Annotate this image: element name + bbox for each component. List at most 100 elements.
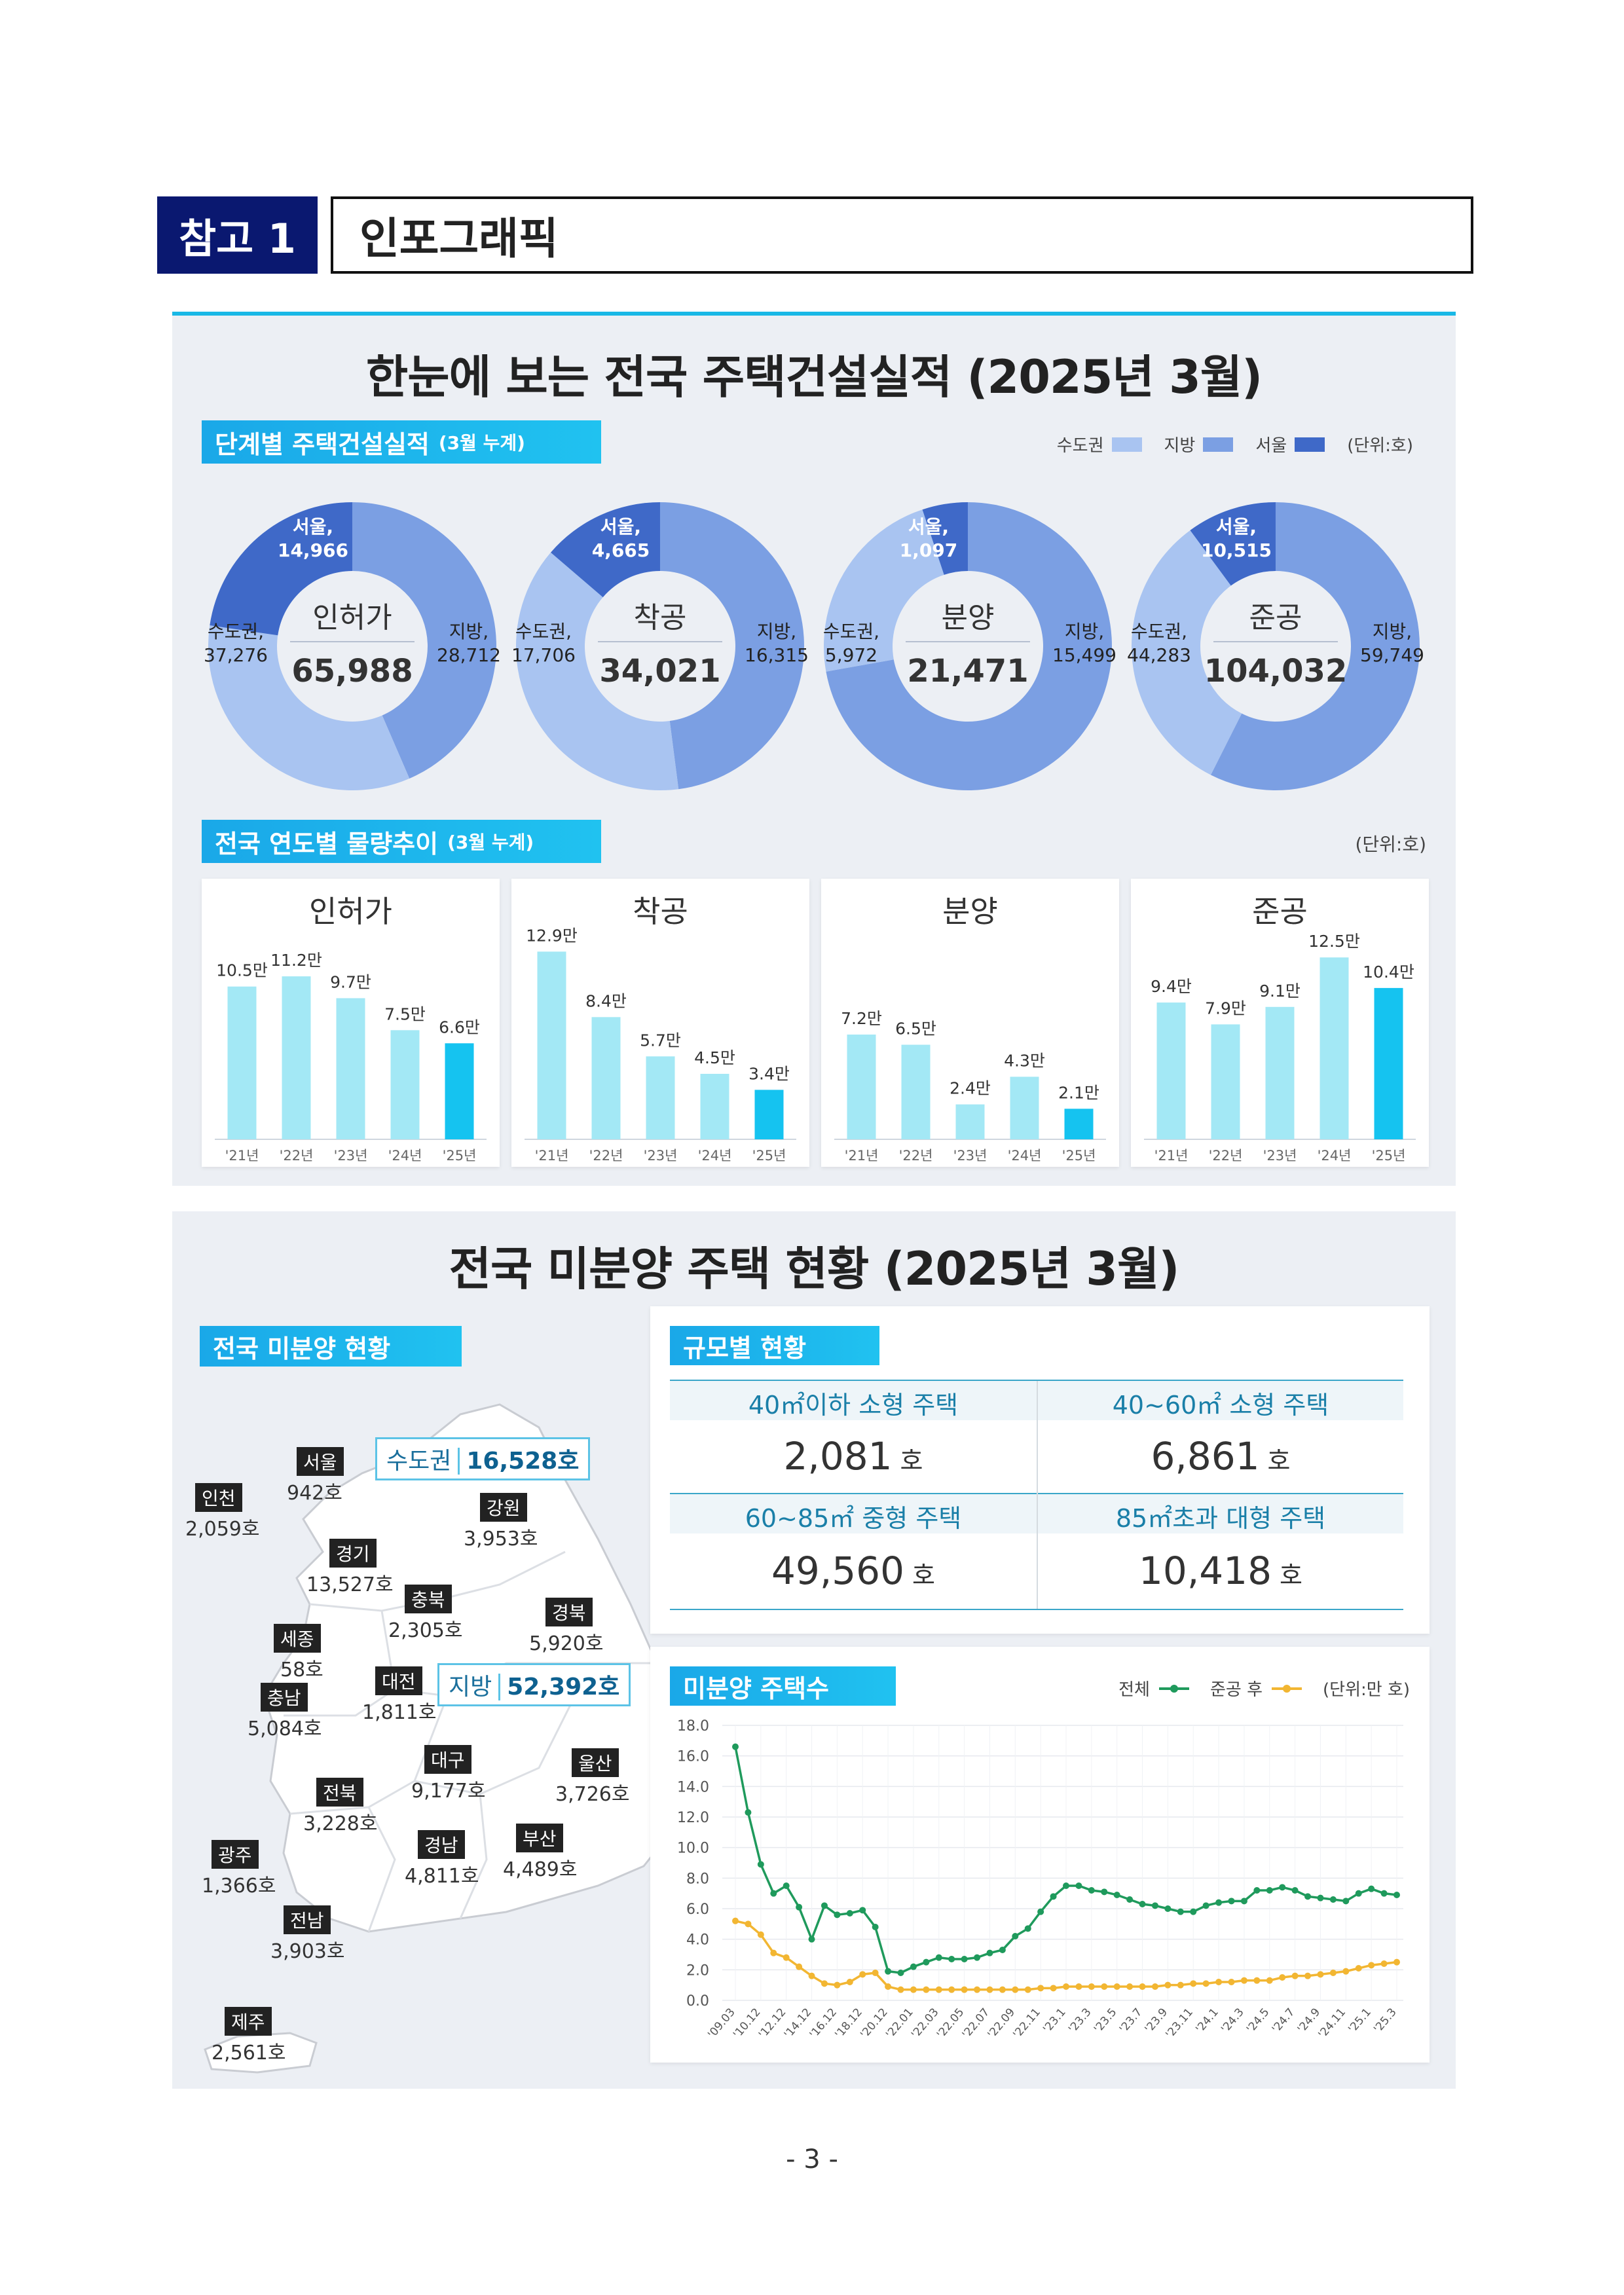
size-value-large: 10,418 호 <box>1038 1549 1403 1593</box>
series-point <box>1228 1979 1235 1985</box>
size-head-bg-1 <box>670 1381 1037 1420</box>
region-tag: 경기 <box>329 1539 377 1568</box>
region-value: 58호 <box>280 1659 323 1681</box>
series-point <box>897 1970 904 1976</box>
stage-section-tag: 단계별 주택건설실적 (3월 누계) <box>202 420 601 464</box>
series-point <box>859 1907 866 1914</box>
series-point <box>1063 1882 1069 1889</box>
series-point <box>859 1971 866 1978</box>
series-point <box>1253 1887 1261 1894</box>
series-point <box>1075 1983 1082 1990</box>
metro-label-value: 5,972 <box>824 644 878 667</box>
series-point <box>1024 1925 1031 1932</box>
series-point <box>1151 1983 1158 1990</box>
series-point <box>834 1911 841 1919</box>
series-point <box>757 1931 764 1938</box>
region-tag: 부산 <box>516 1824 563 1852</box>
bar-value-label: 12.9만 <box>526 926 578 945</box>
bar-category-label: '24년 <box>388 1148 422 1164</box>
count-legend-total-marker <box>1158 1684 1189 1693</box>
bar-category-label: '25년 <box>443 1148 477 1164</box>
seoul-label-text: 서울, <box>1215 516 1257 538</box>
series-point <box>910 1986 917 1993</box>
series-point <box>1355 1890 1362 1897</box>
donut-local-slice <box>1210 502 1420 790</box>
yearly-bar-chart: 7.2만 '21년 6.5만 '22년 2.4만 '23년 4.3만 '24년 2.1만 '25년 <box>834 1009 1106 1164</box>
metro-label-value: 44,283 <box>1127 644 1191 667</box>
series-point <box>910 1963 917 1970</box>
series-point <box>1329 1896 1337 1903</box>
region-tag: 서울 <box>297 1447 344 1476</box>
region-value: 5,084호 <box>248 1717 322 1740</box>
donut-metro-label: 수도권, 44,283 <box>1126 620 1192 668</box>
region-value: 4,811호 <box>405 1865 479 1888</box>
donut-seoul-slice <box>210 502 352 636</box>
local-label-text: 지방, <box>1064 621 1105 642</box>
donut-center-name: 착공 <box>633 601 687 634</box>
series-point <box>1342 1968 1350 1975</box>
x-tick-label: '24.5 <box>1244 2006 1272 2035</box>
yearly-section-label: 전국 연도별 물량추이 <box>215 829 439 858</box>
series-point <box>1177 1981 1184 1989</box>
size-head-bg-3 <box>670 1494 1037 1533</box>
series-point <box>974 1986 981 1993</box>
local-label-value: 28,712 <box>437 644 501 667</box>
series-point <box>948 1956 955 1962</box>
legend-metro-label: 수도권 <box>1056 436 1104 456</box>
bar <box>227 986 257 1139</box>
series-point <box>1050 1985 1057 1992</box>
bar-category-label: '21년 <box>1154 1148 1189 1164</box>
metro-label-text: 수도권, <box>822 621 880 642</box>
series-point <box>1113 1983 1120 1990</box>
x-tick-label: '22.07 <box>960 2006 993 2041</box>
bar-category-label: '21년 <box>845 1148 879 1164</box>
x-tick-label: '23.1 <box>1041 2006 1069 2035</box>
series-point <box>796 1963 803 1970</box>
bar <box>1265 1006 1295 1139</box>
region-value: 4,489호 <box>503 1858 578 1881</box>
series-point <box>1139 1901 1146 1907</box>
series-point <box>1317 1971 1324 1978</box>
region-tag: 대구 <box>424 1745 471 1774</box>
bar <box>1064 1109 1094 1139</box>
size-number-small1: 2,081 <box>783 1434 893 1478</box>
series-point <box>1151 1902 1158 1909</box>
y-tick-label: 2.0 <box>686 1962 709 1979</box>
local-label-value: 16,315 <box>745 644 809 667</box>
donut-seoul-label: 서울, 10,515 <box>1181 515 1292 563</box>
size-number-large: 10,418 <box>1139 1549 1272 1593</box>
series-point <box>1368 1885 1375 1892</box>
series-point <box>846 1979 853 1985</box>
donut-center-name: 준공 <box>1249 601 1302 634</box>
series-point <box>1291 1887 1299 1894</box>
series-point <box>885 1983 892 1990</box>
donut-hole <box>894 572 1042 720</box>
donut-center-name: 분양 <box>941 601 995 634</box>
size-label-small1: 40㎡이하 소형 주택 <box>748 1391 959 1420</box>
series-point <box>808 1936 815 1943</box>
series-point <box>821 1902 828 1909</box>
yearly-card-1: 인허가 10.5만 '21년 11.2만 '22년 9.7만 '23년 7.5만 '24년 6.6… <box>202 879 500 1167</box>
series-point <box>1368 1962 1375 1969</box>
count-legend-after: 준공 후 <box>1209 1680 1263 1700</box>
y-tick-label: 6.0 <box>686 1901 709 1918</box>
bar-value-label: 7.2만 <box>841 1009 882 1028</box>
donut-seoul-label: 서울, 4,665 <box>565 515 676 563</box>
bar-value-label: 7.9만 <box>1205 999 1246 1018</box>
bar-category-label: '25년 <box>752 1148 786 1164</box>
x-tick-label: '10.12 <box>731 2006 764 2041</box>
series-point <box>1304 1972 1312 1979</box>
donut-legend: 수도권 지방 서울 (단위:호) <box>1057 432 1413 456</box>
size-section-label: 규모별 현황 <box>683 1333 807 1363</box>
bar <box>1320 957 1349 1139</box>
metro-zone-value: 16,528호 <box>458 1448 580 1475</box>
bar-value-label: 6.5만 <box>895 1019 936 1038</box>
series-point <box>1380 1960 1388 1967</box>
series-point <box>872 1924 879 1930</box>
bar-value-label: 3.4만 <box>748 1064 790 1083</box>
donut-4 <box>1132 502 1420 790</box>
bar-category-label: '24년 <box>698 1148 732 1164</box>
size-value-small1: 2,081 호 <box>670 1434 1037 1478</box>
series-point <box>834 1981 841 1989</box>
region-tag: 인천 <box>195 1483 242 1512</box>
